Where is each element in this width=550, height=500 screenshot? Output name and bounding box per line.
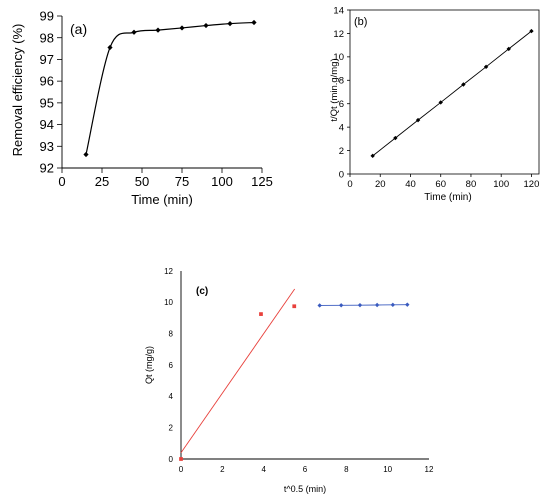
panel-c-x-tick-label: 12	[425, 465, 434, 474]
panel-c-y-tick-label: 8	[169, 329, 174, 338]
panel-a-x-axis-title: Time (min)	[131, 192, 193, 207]
panel-b-y-tick-label: 14	[333, 5, 344, 16]
panel-b-series-0-point	[438, 100, 443, 105]
panel-b-y-tick-label: 6	[339, 99, 344, 110]
panel-c-x-axis-title: t^0.5 (min)	[284, 484, 326, 494]
panel-b-y-tick-label: 8	[339, 76, 344, 87]
panel-c-series-2-point	[390, 302, 396, 308]
panel-a-series-0-point	[107, 44, 113, 51]
panel-b-x-tick-label: 0	[347, 179, 352, 190]
panel-b-series-0-line	[372, 30, 532, 157]
panel-a-x-tick-label: 100	[211, 174, 233, 189]
panel-a-y-tick-label: 99	[40, 9, 54, 24]
panel-c-y-tick-label: 2	[169, 423, 174, 432]
panel-c-y-tick-label: 10	[164, 298, 173, 307]
panel-b-series-0-point	[483, 64, 489, 70]
panel-c-y-axis-title: Qt (mg/g)	[144, 346, 154, 384]
panel-a-y-axis-title: Removal efficiency (%)	[10, 24, 25, 157]
panel-b-series-0-point	[529, 28, 534, 34]
panel-c-x-tick-label: 4	[261, 465, 266, 474]
panel-a-x-tick-label: 75	[175, 174, 189, 189]
panel-b-x-tick-label: 20	[375, 179, 386, 190]
panel-b-x-tick-label: 120	[524, 179, 540, 190]
panel-c-series-2-point	[405, 302, 410, 307]
panel-b-plot-frame	[349, 9, 540, 175]
panel-c-series-2-point	[374, 302, 380, 308]
panel-c-x-tick-label: 0	[179, 465, 184, 474]
panel-b-y-tick-label: 12	[333, 29, 344, 40]
panel-c-series-2-point	[357, 302, 363, 308]
panel-c-series-0-point	[292, 304, 297, 309]
panel-c-y-tick-label: 4	[169, 392, 174, 401]
panel-a-series-0-point	[251, 19, 257, 26]
panel-c-x-tick-label: 6	[303, 465, 308, 474]
panel-a-label: (a)	[70, 21, 87, 37]
panel-c-series-0-point	[259, 312, 263, 316]
panel-b-chart: (b) Time (min) t/Qt (min.g/mg) 0 20 40 60 80…	[329, 5, 540, 203]
panel-c-series-2-point	[338, 303, 344, 308]
panel-b-x-tick-label: 80	[466, 179, 477, 190]
panel-b-series-0-point	[461, 82, 466, 87]
panel-c-x-tick-label: 8	[344, 465, 349, 474]
panel-b-y-tick-label: 0	[339, 169, 344, 180]
panel-a-series-0-point	[131, 29, 137, 35]
panel-a-series-0-point	[155, 27, 161, 33]
panel-b-y-axis-title: t/Qt (min.g/mg)	[329, 58, 340, 121]
panel-b-x-tick-label: 60	[435, 179, 446, 190]
panel-c-y-tick-label: 12	[164, 267, 173, 276]
panel-a-series-0-point	[83, 151, 89, 158]
panel-a-y-tick-label: 94	[40, 117, 54, 132]
panel-c-series-2-point	[317, 303, 322, 308]
panel-a-series-0-point	[179, 25, 185, 31]
panel-b-x-tick-label: 40	[405, 179, 416, 190]
panel-b-series-0-point	[393, 135, 398, 141]
panel-c-series-0-point	[179, 457, 183, 461]
panel-a-y-tick-label: 95	[40, 95, 54, 110]
panel-c-x-tick-label: 10	[383, 465, 392, 474]
panel-a-y-tick-label: 92	[40, 161, 54, 176]
panel-a-x-tick-label: 125	[251, 174, 273, 189]
panel-c-series-2-line	[319, 304, 408, 306]
panel-a-x-tick-label: 0	[58, 174, 65, 189]
panel-a-y-tick-label: 98	[40, 30, 54, 45]
panel-a-chart: (a) Time (min) Removal efficiency (%) 0 2…	[10, 9, 273, 207]
panel-a-y-tick-label: 97	[40, 52, 54, 67]
panel-c-y-tick-label: 0	[169, 455, 174, 464]
panel-b-x-axis-title: Time (min)	[424, 192, 471, 203]
panel-a-x-tick-label: 50	[135, 174, 149, 189]
panel-c-x-tick-label: 2	[220, 465, 225, 474]
panel-c-label: (c)	[196, 286, 208, 297]
panel-a-y-tick-label: 96	[40, 74, 54, 89]
panel-c-series-1-line	[180, 288, 296, 453]
panel-b-x-tick-label: 100	[493, 179, 509, 190]
panel-a-x-tick-label: 25	[95, 174, 109, 189]
panel-a-y-tick-label: 93	[40, 139, 54, 154]
panel-b-y-tick-label: 4	[339, 122, 344, 133]
panel-c-chart: (c) t^0.5 (min) Qt (mg/g) 0 2 4 6 8 10 12 0 2 4 6 8…	[144, 267, 434, 494]
panel-b-y-tick-label: 10	[333, 52, 344, 63]
panel-b-series-0-point	[370, 153, 375, 159]
panel-b-label: (b)	[354, 16, 367, 28]
panel-b-series-0-point	[506, 46, 511, 52]
panel-c-y-tick-label: 6	[169, 361, 174, 370]
panel-a-series-0-point	[227, 21, 233, 27]
panel-b-series-0-point	[415, 117, 421, 123]
panel-a-series-0-point	[203, 22, 209, 29]
panel-b-y-tick-label: 2	[339, 146, 344, 157]
